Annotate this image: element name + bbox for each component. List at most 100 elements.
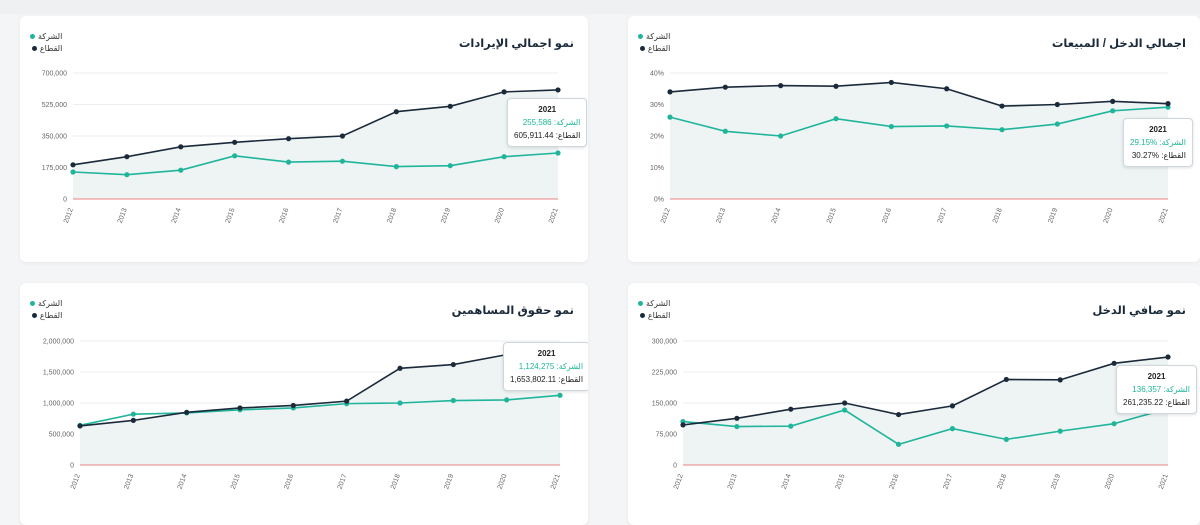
company-point <box>555 150 561 156</box>
chart-tooltip: 2021 الشركة: 255,586 القطاع: 605,911.44 <box>507 98 588 147</box>
income-sales-chart-svg: 0% 10% 20% 30% 40% 2012 2013 2014 2015 2016 2017 20… <box>650 71 1171 224</box>
legend-item-company[interactable]: الشركة <box>638 30 670 42</box>
company-point <box>130 411 136 417</box>
sector-point <box>944 86 950 92</box>
tooltip-sector-value: %30.27 <box>1131 151 1159 160</box>
legend-item-sector[interactable]: القطاع <box>30 309 62 321</box>
tooltip-company: الشركة: %29.15 <box>1130 136 1186 149</box>
sector-point <box>842 400 848 406</box>
card-title: نمو صافي الدخل <box>1092 305 1186 317</box>
x-tick-label: 2019 <box>440 207 452 224</box>
company-point <box>788 423 794 429</box>
x-tick-label: 2016 <box>279 207 291 224</box>
legend-item-sector[interactable]: القطاع <box>638 309 670 321</box>
chart-tooltip: 2021 الشركة: 1,124,275 القطاع: 1,653,802… <box>503 342 588 391</box>
tooltip-company-value: %29.15 <box>1130 138 1158 147</box>
card-title: نمو حقوق المساهمين <box>451 305 574 317</box>
tooltip-company-value: 136,357 <box>1132 385 1162 394</box>
chart-tooltip: 2021 الشركة: %29.15 القطاع: %30.27 <box>1123 118 1193 167</box>
sector-point <box>130 417 136 423</box>
legend-sector-dot <box>31 312 37 318</box>
x-tick-label: 2018 <box>996 473 1008 490</box>
tooltip-company-label: الشركة: <box>1163 385 1190 394</box>
tooltip-sector: القطاع: %30.27 <box>1130 149 1186 162</box>
x-tick-label: 2017 <box>942 473 954 490</box>
company-point <box>1111 421 1117 427</box>
sector-point <box>999 103 1005 109</box>
y-tick-label: 150,000 <box>652 401 677 408</box>
x-tick-label: 2020 <box>497 473 509 490</box>
tooltip-company-label: الشركة: <box>1159 138 1186 147</box>
company-point <box>504 397 510 403</box>
x-tick-label: 2014 <box>171 207 183 224</box>
x-tick-label: 2016 <box>283 473 295 490</box>
company-point <box>734 423 740 430</box>
company-point <box>285 159 292 165</box>
tooltip-company: الشركة: 255,586 <box>514 116 581 129</box>
legend-sector-label: القطاع <box>647 43 671 53</box>
sector-point <box>77 423 83 429</box>
y-tick-label: 30% <box>650 102 664 109</box>
x-tick-label: 2021 <box>1158 473 1170 490</box>
y-tick-label: 1,500,000 <box>43 370 74 377</box>
x-tick-label: 2020 <box>1103 207 1115 224</box>
x-tick-label: 2017 <box>937 207 949 224</box>
x-tick-label: 2014 <box>771 207 783 224</box>
company-point <box>397 400 403 406</box>
chart-legend: الشركة القطاع <box>638 297 670 321</box>
sector-point <box>680 422 686 428</box>
y-tick-label: 350,000 <box>42 134 67 141</box>
legend-item-company[interactable]: الشركة <box>30 297 62 309</box>
x-tick-label: 2019 <box>443 473 455 490</box>
sector-point <box>949 403 956 409</box>
legend-item-company[interactable]: الشركة <box>638 297 670 309</box>
x-tick-label: 2018 <box>992 207 1004 224</box>
sector-point <box>667 89 673 95</box>
x-tick-label: 2013 <box>117 207 129 224</box>
card-title: نمو اجمالي الإيرادات <box>458 38 574 50</box>
y-tick-label: 500,000 <box>49 432 74 439</box>
sector-series-line <box>669 81 1169 107</box>
x-tick-label: 2020 <box>1104 473 1116 490</box>
legend-item-sector[interactable]: القطاع <box>638 42 670 54</box>
sector-point <box>501 89 507 95</box>
legend-sector-label: القطاع <box>39 310 63 320</box>
sector-point <box>1003 376 1009 383</box>
tooltip-sector-label: القطاع: <box>555 131 581 140</box>
sector-point <box>344 398 350 404</box>
y-tick-label: 225,000 <box>652 370 677 377</box>
x-tick-label: 2019 <box>1047 207 1059 224</box>
company-point <box>1003 436 1009 442</box>
company-series-line <box>682 407 1169 446</box>
company-point <box>999 127 1005 133</box>
x-tick-label: 2012 <box>673 473 685 490</box>
legend-company-label: الشركة <box>38 298 63 308</box>
legend-sector-label: القطاع <box>647 310 671 320</box>
company-point <box>501 154 507 160</box>
tooltip-year: 2021 <box>538 105 557 114</box>
y-tick-label: 0 <box>63 197 67 204</box>
revenue-chart-svg: 0 175,000 350,000 525,000 700,000 2012 2013 201… <box>42 71 561 224</box>
x-tick-label: 2014 <box>781 473 793 490</box>
x-tick-label: 2015 <box>826 207 838 224</box>
tooltip-company-label: الشركة: <box>556 362 584 371</box>
x-tick-label: 2012 <box>660 207 672 224</box>
tooltip-sector: القطاع: 605,911.44 <box>514 129 580 142</box>
company-point <box>232 153 238 159</box>
sector-area <box>73 89 558 199</box>
company-point <box>450 397 456 404</box>
tooltip-company: الشركة: 136,357 <box>1123 383 1190 396</box>
x-tick-label: 2013 <box>727 473 739 490</box>
tooltip-sector-value: 1,653,802.11 <box>510 375 557 384</box>
legend-item-company[interactable]: الشركة <box>30 30 62 42</box>
tooltip-sector-label: القطاع: <box>558 375 584 384</box>
sector-point <box>833 83 839 89</box>
y-tick-label: 75,000 <box>656 432 678 439</box>
x-tick-label: 2019 <box>1050 473 1062 490</box>
legend-item-sector[interactable]: القطاع <box>30 42 62 54</box>
sector-point <box>290 402 296 409</box>
y-tick-label: 40% <box>650 71 664 78</box>
x-tick-label: 2018 <box>386 207 398 224</box>
y-tick-label: 525,000 <box>42 102 67 109</box>
company-point <box>339 158 346 164</box>
